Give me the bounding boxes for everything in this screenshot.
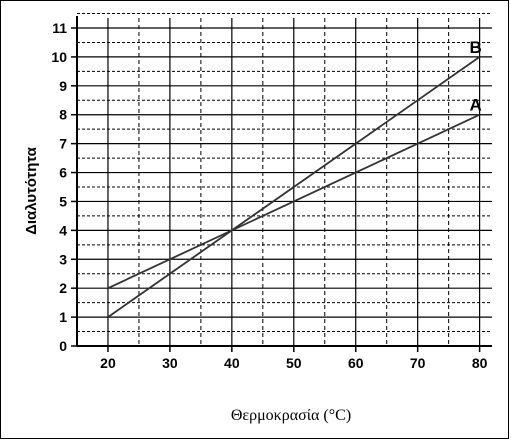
series-lines: AB — [107, 38, 482, 318]
x-tick-label: 50 — [286, 355, 302, 371]
y-tick-label: 11 — [52, 20, 67, 36]
axes — [71, 16, 492, 352]
tick-labels: 0 1 2 3 4 5 6 7 8 9 10 11 20 30 40 50 60 70 80 — [51, 20, 487, 371]
y-tick-label: 7 — [59, 136, 67, 152]
x-tick-label: 80 — [472, 355, 488, 371]
y-tick-label: 1 — [59, 309, 67, 325]
y-tick-label: 5 — [59, 193, 67, 209]
series-label-a: A — [469, 96, 481, 115]
y-tick-label: 9 — [59, 78, 67, 94]
y-tick-label: 2 — [59, 280, 67, 296]
x-tick-label: 70 — [410, 355, 426, 371]
series-label-b: B — [469, 38, 481, 57]
series-line-a — [107, 113, 480, 289]
y-tick-label: 6 — [59, 165, 67, 181]
y-tick-label: 8 — [59, 107, 67, 123]
x-tick-label: 60 — [348, 355, 364, 371]
y-tick-label: 10 — [51, 49, 67, 65]
grid — [77, 13, 492, 346]
x-tick-label: 30 — [162, 355, 178, 371]
series-line-b — [107, 56, 481, 318]
y-tick-label: 0 — [59, 338, 67, 354]
y-axis-title: Διαλυτότητα — [23, 146, 40, 235]
y-tick-label: 3 — [59, 251, 67, 267]
y-tick-label: 4 — [59, 222, 67, 238]
x-axis-title: Θερμοκρασία (°C) — [231, 407, 351, 424]
x-tick-label: 40 — [224, 355, 240, 371]
x-tick-label: 20 — [100, 355, 116, 371]
